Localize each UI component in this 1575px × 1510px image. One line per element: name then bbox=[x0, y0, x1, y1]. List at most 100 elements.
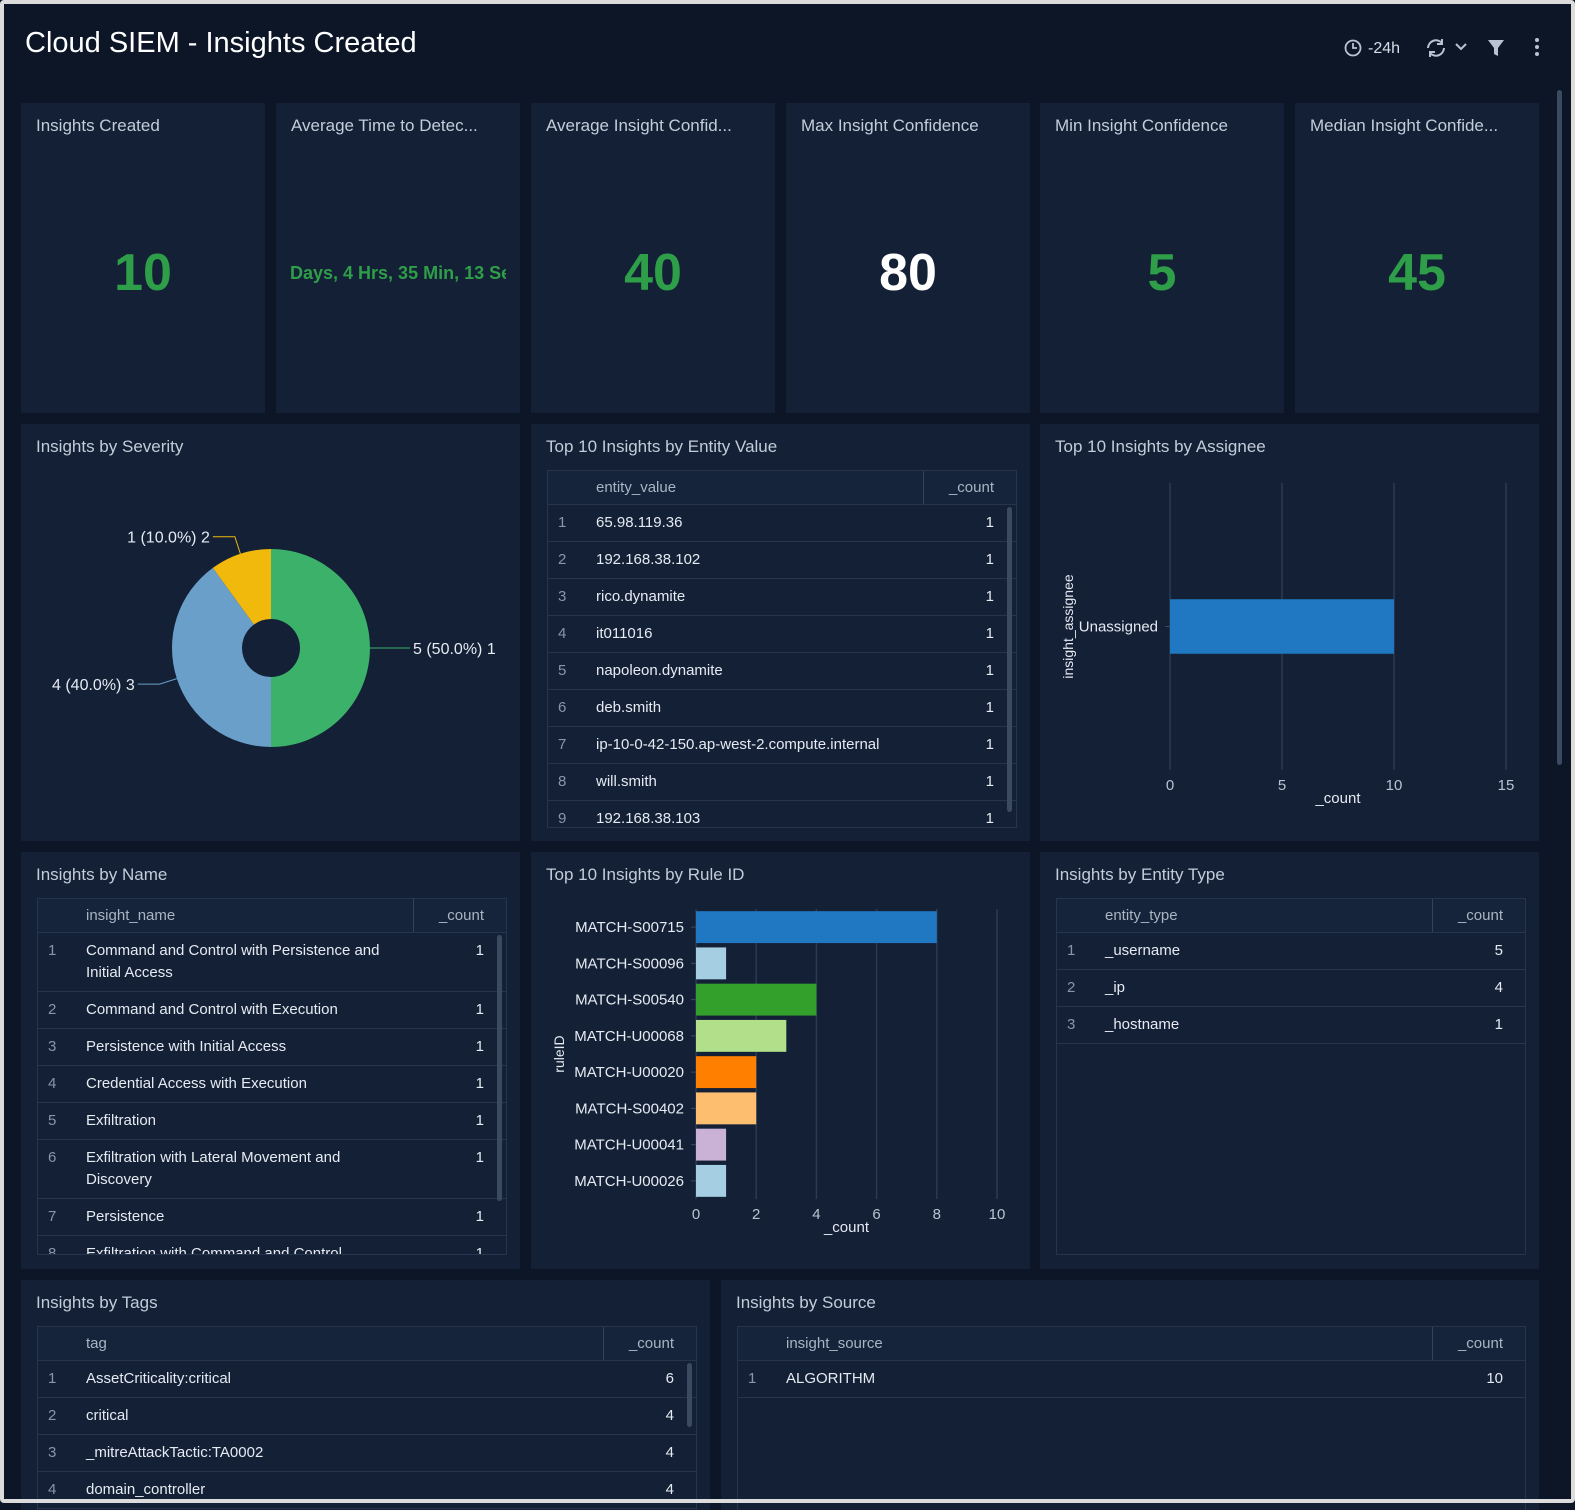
index-header bbox=[38, 899, 76, 933]
refresh-button[interactable] bbox=[1427, 39, 1467, 57]
row-index: 3 bbox=[1057, 1006, 1095, 1044]
row-count: 1 bbox=[923, 615, 1016, 653]
y-tick-label: MATCH-S00402 bbox=[575, 1100, 684, 1117]
bar bbox=[696, 1128, 727, 1161]
x-tick-label: 10 bbox=[989, 1206, 1006, 1223]
panel: Insights by Severity 5 (50.0%) 1 4 (40.0%)… bbox=[21, 424, 520, 841]
table-body: 1 ALGORITHM 10 bbox=[738, 1360, 1525, 1398]
table-row: 3 rico.dynamite 1 bbox=[548, 578, 1016, 616]
time-range[interactable]: -24h bbox=[1368, 40, 1400, 57]
row-count: 1 bbox=[1432, 1006, 1525, 1044]
header-row: entity_value _count bbox=[548, 471, 1016, 505]
header-row: tag _count bbox=[38, 1327, 696, 1361]
bar bbox=[1170, 599, 1394, 654]
panel-title: Insights by Name bbox=[36, 865, 168, 884]
row-count: 4 bbox=[603, 1397, 696, 1435]
y-tick-label: MATCH-U00020 bbox=[574, 1064, 684, 1081]
table-header: insight_source _count bbox=[738, 1327, 1525, 1361]
row-count: 1 bbox=[413, 991, 506, 1029]
row-count: 1 bbox=[923, 652, 1016, 690]
table-body: 1 65.98.119.36 1 2 192.168.38.102 1 3 rico.dyna… bbox=[548, 504, 1016, 827]
table: entity_value _count 1 65.98.119.36 1 2 192.168… bbox=[547, 470, 1017, 828]
table-row: 1 ALGORITHM 10 bbox=[738, 1360, 1525, 1398]
table-scrollbar bbox=[687, 1363, 692, 1427]
table-row: 1 _username 5 bbox=[1057, 932, 1525, 970]
row-index: 2 bbox=[38, 1397, 76, 1435]
row-index: 3 bbox=[38, 1434, 76, 1472]
row-index: 1 bbox=[738, 1360, 776, 1398]
more-button[interactable] bbox=[1535, 38, 1539, 56]
table-row: 5 Exfiltration 1 bbox=[38, 1102, 506, 1140]
row-name: 65.98.119.36 bbox=[586, 504, 924, 542]
table-row: 6 deb.smith 1 bbox=[548, 689, 1016, 727]
row-name: AssetCriticality:critical bbox=[76, 1360, 604, 1398]
x-tick-label: 5 bbox=[1278, 777, 1286, 794]
y-tick-label: MATCH-S00540 bbox=[575, 992, 684, 1009]
toolbar: -24h bbox=[1344, 38, 1539, 57]
panel-title: Average Insight Confid... bbox=[546, 116, 732, 135]
bar bbox=[696, 1019, 787, 1052]
row-count: 1 bbox=[923, 504, 1016, 542]
table-row: 2 192.168.38.102 1 bbox=[548, 541, 1016, 579]
table-row: 9 192.168.38.103 1 bbox=[548, 800, 1016, 827]
column-header: _count bbox=[413, 899, 506, 933]
row-index: 4 bbox=[548, 615, 586, 653]
table-header: insight_name _count bbox=[38, 899, 506, 933]
panel: Median Insight Confide... 45 bbox=[1295, 103, 1539, 413]
row-count: 5 bbox=[1432, 932, 1525, 970]
row-index: 8 bbox=[38, 1235, 76, 1254]
row-index: 5 bbox=[38, 1102, 76, 1140]
table-row: 3 _hostname 1 bbox=[1057, 1006, 1525, 1044]
panel-title: Insights by Severity bbox=[36, 437, 184, 456]
table-row: 7 Persistence 1 bbox=[38, 1198, 506, 1236]
bar bbox=[696, 1164, 727, 1197]
row-count: 4 bbox=[603, 1434, 696, 1472]
filter-button[interactable] bbox=[1488, 40, 1504, 56]
x-tick-label: 15 bbox=[1498, 777, 1515, 794]
bar bbox=[696, 1056, 757, 1089]
panel-title: Top 10 Insights by Entity Value bbox=[546, 437, 778, 456]
panel-title: Top 10 Insights by Rule ID bbox=[546, 865, 745, 884]
index-header bbox=[738, 1327, 776, 1361]
kpi-value: 5 bbox=[1147, 244, 1177, 302]
table: insight_source _count 1 ALGORITHM 10 bbox=[737, 1326, 1526, 1510]
row-index: 1 bbox=[1057, 932, 1095, 970]
kpi-value: Days, 4 Hrs, 35 Min, 13 Sec bbox=[290, 263, 506, 283]
x-tick-label: 0 bbox=[1166, 777, 1174, 794]
x-tick-label: 8 bbox=[933, 1206, 941, 1223]
panel: Insights by Tags tag _count 1 AssetCriticali… bbox=[21, 1280, 710, 1510]
chart: 0 5 10 15 Unassigned _count insight_assignee bbox=[1060, 483, 1515, 807]
x-axis-title: _count bbox=[1314, 790, 1361, 807]
row-name: ALGORITHM bbox=[776, 1360, 1433, 1398]
panel-title: Min Insight Confidence bbox=[1055, 116, 1228, 135]
table-row: 4 Credential Access with Execution 1 bbox=[38, 1065, 506, 1103]
panel: Top 10 Insights by Assignee 0 5 10 15 Unassig… bbox=[1040, 424, 1539, 841]
data-table: insight_name _count 1 Command and Control w… bbox=[38, 899, 506, 1254]
row-count: 1 bbox=[923, 689, 1016, 727]
panel-title: Insights by Tags bbox=[36, 1293, 158, 1312]
table-row: 2 Command and Control with Execution 1 bbox=[38, 991, 506, 1029]
panel: Max Insight Confidence 80 bbox=[786, 103, 1030, 413]
time-range-button[interactable]: -24h bbox=[1344, 39, 1401, 57]
row-count: 1 bbox=[413, 932, 506, 992]
pie-slice bbox=[172, 567, 271, 747]
data-table: entity_value _count 1 65.98.119.36 1 2 192.168… bbox=[548, 471, 1016, 827]
row-index: 6 bbox=[38, 1139, 76, 1199]
header-row: insight_source _count bbox=[738, 1327, 1525, 1361]
x-axis-title: _count bbox=[823, 1219, 870, 1236]
panel: Average Insight Confid... 40 bbox=[531, 103, 775, 413]
table-row: 1 65.98.119.36 1 bbox=[548, 504, 1016, 542]
table-scrollbar bbox=[1007, 507, 1012, 812]
kpi-value: 40 bbox=[624, 244, 682, 302]
row-name: will.smith bbox=[586, 763, 924, 801]
row-count: 1 bbox=[923, 800, 1016, 827]
row-name: Persistence bbox=[76, 1198, 414, 1236]
column-header: _count bbox=[1432, 899, 1525, 933]
table-row: 8 will.smith 1 bbox=[548, 763, 1016, 801]
row-index: 7 bbox=[38, 1198, 76, 1236]
row-count: 1 bbox=[413, 1198, 506, 1236]
x-tick-label: 10 bbox=[1386, 777, 1403, 794]
table-row: 4 it011016 1 bbox=[548, 615, 1016, 653]
table-header: tag _count bbox=[38, 1327, 696, 1361]
column-header: _count bbox=[923, 471, 1016, 505]
